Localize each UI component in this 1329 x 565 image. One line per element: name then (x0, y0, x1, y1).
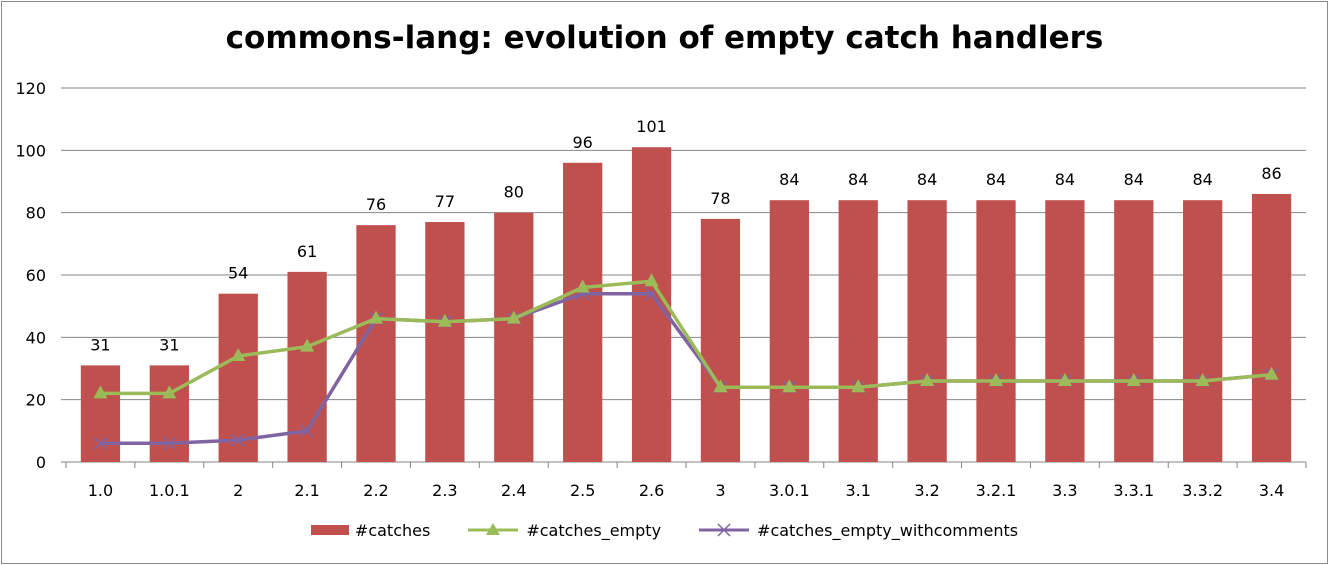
bar (769, 200, 809, 462)
triangle-marker (369, 310, 383, 324)
y-tick-label: 60 (26, 266, 46, 285)
bar-data-label: 31 (159, 335, 179, 354)
legend-swatch-bar (310, 525, 349, 535)
y-tick-label: 40 (26, 328, 46, 347)
chart-legend: #catches #catches_empty #catches_empty_w… (0, 520, 1329, 540)
bar (494, 212, 534, 462)
triangle-marker (300, 338, 315, 352)
bar (356, 225, 396, 462)
bar-data-label: 101 (636, 117, 667, 136)
triangle-marker (575, 279, 590, 293)
legend-label: #catches_empty (526, 520, 662, 540)
triangle-marker (506, 310, 521, 324)
bar-data-label: 76 (366, 195, 386, 214)
bar (1045, 200, 1085, 462)
bar-data-label: 84 (917, 170, 937, 189)
legend-swatch-triangle-line (468, 523, 519, 535)
legend-item-catches-empty-withcomments: #catches_empty_withcomments (697, 520, 1018, 540)
legend-item-catches: #catches (310, 520, 431, 540)
x-tick-label: 2.6 (639, 481, 664, 500)
bar (907, 200, 947, 462)
x-tick-label: 3 (715, 481, 725, 500)
x-marker (162, 436, 176, 450)
y-tick-label: 0 (36, 453, 46, 472)
bar-data-label: 84 (848, 170, 868, 189)
bar (149, 365, 189, 462)
x-marker (231, 433, 245, 447)
triangle-marker (1264, 366, 1279, 380)
triangle-marker (644, 273, 659, 287)
bar-data-label: 84 (1055, 170, 1075, 189)
x-tick-label: 2.4 (501, 481, 526, 500)
legend-swatch-x-line (699, 523, 750, 537)
bar (1183, 200, 1223, 462)
bar (80, 365, 121, 462)
triangle-marker (1126, 372, 1141, 386)
bar-data-label: 84 (1192, 170, 1212, 189)
bar (563, 162, 603, 463)
x-tick-label: 2 (233, 481, 243, 500)
bar-data-label: 61 (297, 242, 317, 261)
x-tick-label: 1.0 (88, 481, 113, 500)
bar-data-label: 84 (986, 170, 1006, 189)
triangle-marker (231, 348, 246, 362)
triangle-marker (1195, 372, 1210, 386)
y-tick-label: 100 (15, 141, 46, 160)
triangle-marker (437, 313, 452, 327)
bar (1114, 200, 1154, 462)
bar-data-label: 78 (710, 189, 730, 208)
triangle-marker (989, 372, 1003, 386)
bar-data-label: 96 (572, 133, 592, 152)
triangle-marker (851, 379, 866, 393)
x-marker (300, 424, 314, 438)
x-tick-label: 2.3 (432, 481, 457, 500)
bar-data-label: 84 (779, 170, 799, 189)
bar (631, 147, 672, 462)
x-tick-label: 3.1 (845, 481, 870, 500)
bar-data-label: 77 (435, 192, 455, 211)
bar-data-label: 54 (228, 264, 248, 283)
bar (218, 293, 258, 462)
x-tick-label: 3.2.1 (976, 481, 1017, 500)
x-tick-label: 2.5 (570, 481, 595, 500)
y-tick-label: 120 (15, 79, 46, 98)
series-line (100, 291, 1272, 446)
bar (1251, 193, 1292, 462)
y-tick-label: 20 (26, 391, 46, 410)
triangle-marker (162, 385, 177, 399)
bar-data-label: 86 (1261, 164, 1281, 183)
x-tick-label: 2.2 (363, 481, 388, 500)
bar-data-label: 31 (90, 335, 110, 354)
triangle-marker (920, 372, 935, 386)
triangle-marker (782, 379, 797, 393)
bar (838, 200, 878, 462)
bar (976, 200, 1016, 462)
legend-label: #catches (354, 520, 431, 540)
chart-title: commons-lang: evolution of empty catch h… (225, 20, 1104, 56)
x-tick-label: 3.2 (914, 481, 939, 500)
bar-data-label: 80 (504, 183, 524, 202)
x-tick-label: 3.0.1 (769, 481, 810, 500)
bar (425, 222, 465, 462)
legend-label: #catches_empty_withcomments (757, 520, 1019, 540)
x-tick-label: 3.3.1 (1113, 481, 1154, 500)
bar (700, 218, 741, 462)
x-tick-label: 3.3.2 (1182, 481, 1223, 500)
x-tick-label: 1.0.1 (149, 481, 190, 500)
y-tick-label: 80 (26, 204, 46, 223)
triangle-marker (713, 379, 728, 393)
x-tick-label: 3.4 (1259, 481, 1284, 500)
x-marker (93, 436, 108, 450)
bar-data-label: 84 (1124, 170, 1144, 189)
triangle-marker (1057, 372, 1072, 386)
series-line (100, 279, 1272, 396)
legend-item-catches-empty: #catches_empty (466, 520, 661, 540)
triangle-marker (93, 385, 108, 399)
x-tick-label: 2.1 (294, 481, 319, 500)
x-tick-label: 3.3 (1052, 481, 1077, 500)
